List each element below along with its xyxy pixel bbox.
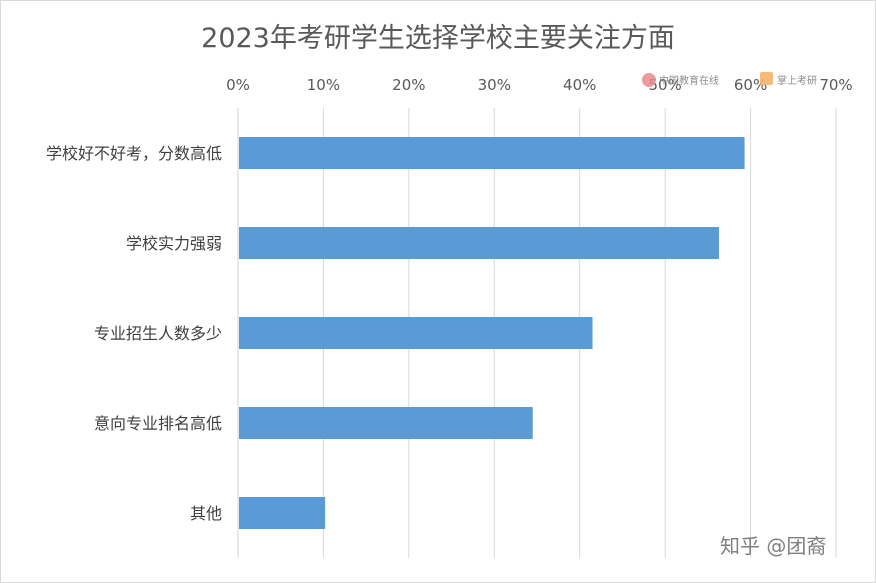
source-logo-2-text: 掌上考研 [777, 75, 817, 87]
source-logo-1-text: 中国教育在线 [659, 74, 719, 87]
x-tick-label: 70% [819, 76, 852, 94]
x-tick-label: 10% [307, 76, 340, 94]
bar [239, 497, 326, 529]
bars [239, 137, 745, 529]
bar [239, 227, 719, 259]
x-tick-label: 40% [563, 76, 596, 94]
bar [239, 317, 593, 349]
x-tick-label: 60% [734, 76, 767, 94]
source-logo-1: 中国教育在线 [642, 73, 719, 87]
x-axis-ticks: 0% 10% 20% 30% 40% 50% 60% 70% [226, 76, 853, 94]
bar [239, 407, 533, 439]
category-label: 意向专业排名高低 [94, 414, 222, 433]
watermark-text: 知乎 @团裔 [720, 534, 826, 558]
category-label: 其他 [190, 504, 222, 523]
source-logo-2: 掌上考研 [760, 72, 817, 87]
category-label: 学校实力强弱 [126, 234, 222, 253]
chart-title: 2023年考研学生选择学校主要关注方面 [201, 23, 675, 54]
category-label: 专业招生人数多少 [94, 324, 222, 343]
x-tick-label: 20% [392, 76, 425, 94]
source-logo-2-icon [760, 72, 773, 85]
source-logo-1-icon [642, 73, 656, 87]
category-label: 学校好不好考，分数高低 [46, 144, 222, 163]
x-tick-label: 0% [226, 76, 250, 94]
bar [239, 137, 745, 169]
x-tick-label: 30% [478, 76, 511, 94]
x-tick-label: 50% [648, 76, 681, 94]
